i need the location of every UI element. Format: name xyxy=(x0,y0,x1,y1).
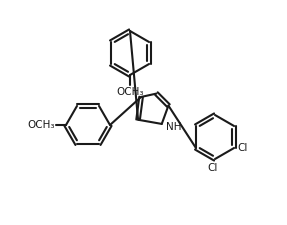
Text: Cl: Cl xyxy=(237,143,247,153)
Text: OCH₃: OCH₃ xyxy=(116,87,144,97)
Text: Cl: Cl xyxy=(208,163,218,173)
Text: OCH₃: OCH₃ xyxy=(28,120,55,130)
Text: NH: NH xyxy=(166,122,181,132)
